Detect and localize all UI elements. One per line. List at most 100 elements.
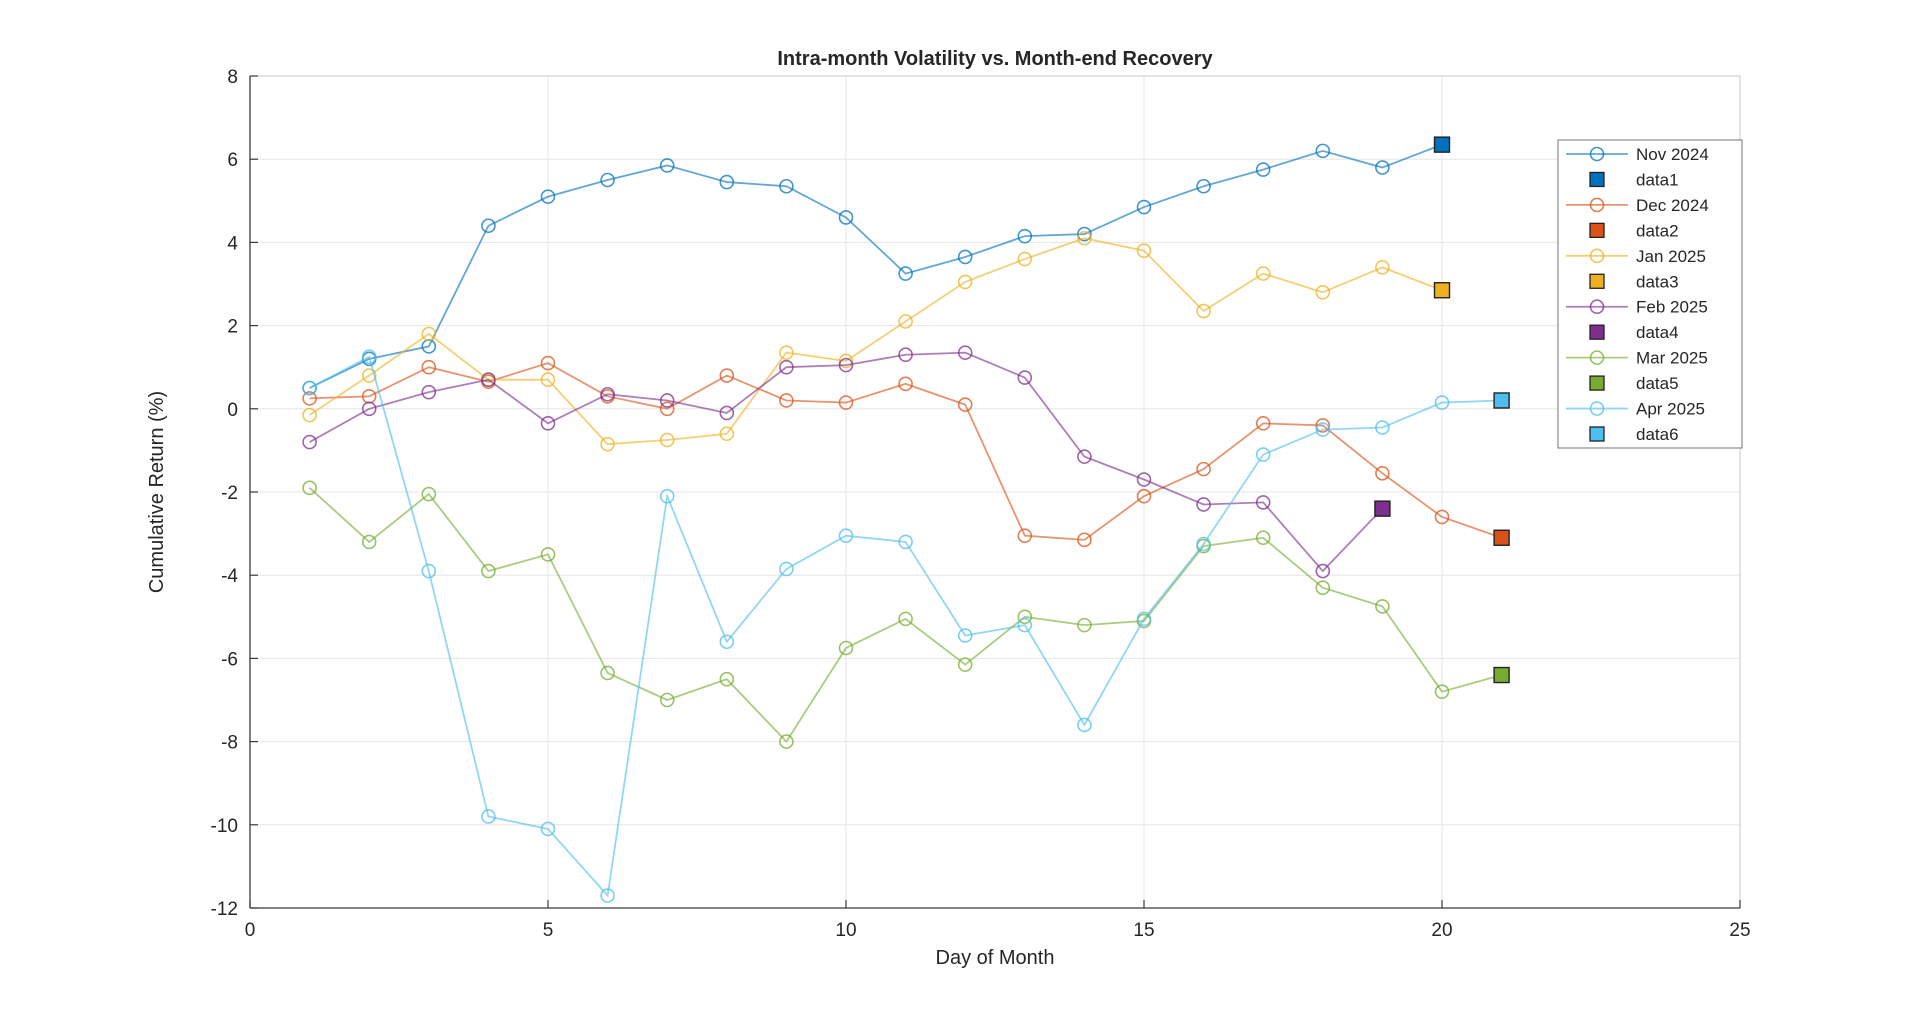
nov-2024-marker <box>1077 226 1092 242</box>
feb-2025-marker <box>838 357 854 373</box>
mar-2025-marker <box>1434 684 1450 699</box>
mar-2025-marker <box>719 671 735 687</box>
legend-label: data6 <box>1636 425 1679 444</box>
apr-2025-marker <box>1196 536 1211 552</box>
apr-2025-marker <box>719 634 735 650</box>
apr-2025-marker <box>1315 422 1331 437</box>
legend-item-apr-2025: Apr 2025 <box>1566 400 1705 419</box>
feb-2025-marker <box>779 359 794 375</box>
legend-circle-marker-icon <box>1589 146 1605 162</box>
jan-2025-marker <box>361 368 377 383</box>
feb-2025-marker <box>1255 495 1271 510</box>
apr-2025-marker <box>1434 395 1450 410</box>
apr-2025-marker <box>421 563 437 579</box>
legend-circle-marker-icon <box>1589 401 1605 416</box>
legend-circle-marker-icon <box>1589 197 1605 213</box>
legend-circle-marker-icon <box>1589 299 1605 315</box>
x-tick-label: 20 <box>1431 920 1452 941</box>
data4-square-marker <box>1374 500 1391 517</box>
mar-2025-marker <box>779 734 794 749</box>
y-tick-label: 0 <box>227 400 238 421</box>
legend-item-data6: data6 <box>1589 425 1679 444</box>
legend-label: Nov 2024 <box>1636 145 1709 164</box>
mar-2025-marker <box>838 640 854 656</box>
jan-2025-marker <box>302 407 317 423</box>
legend-square-marker-icon <box>1589 426 1605 442</box>
x-tick-label: 15 <box>1133 920 1154 941</box>
data1-square-marker <box>1433 136 1451 153</box>
jan-2025-line <box>309 237 1443 446</box>
jan-2025-marker <box>600 436 615 452</box>
y-tick-label: 4 <box>227 233 238 254</box>
feb-2025-marker <box>481 372 496 387</box>
feb-2025-marker <box>600 386 615 402</box>
feb-2025-line <box>309 351 1384 573</box>
dec-2024-marker <box>1375 465 1390 481</box>
legend-item-nov-2024: Nov 2024 <box>1566 145 1709 164</box>
legend-square-marker-icon <box>1589 324 1605 340</box>
nov-2024-marker <box>838 210 854 225</box>
legend-label: Dec 2024 <box>1636 196 1709 215</box>
dec-2024-marker <box>779 393 794 408</box>
jan-2025-marker <box>1136 243 1152 259</box>
apr-2025-marker <box>838 528 854 543</box>
axis-ticks: 0 5 10 15 20 25 -12 -10 -8 -6 -4 -2 0 2 4 6 8 <box>211 67 1751 941</box>
legend-label: data1 <box>1636 170 1679 189</box>
mar-2025-marker <box>421 486 437 502</box>
jan-2025-marker <box>1255 266 1271 281</box>
feb-2025-marker <box>1077 449 1092 464</box>
legend-square-marker-icon <box>1589 375 1605 391</box>
apr-2025-marker <box>540 821 556 837</box>
feb-2025-marker <box>1017 370 1033 385</box>
feb-2025-marker <box>1136 472 1152 487</box>
dec-2024-marker <box>957 397 973 412</box>
x-tick-label: 10 <box>835 920 856 941</box>
jan-2025-marker <box>1077 230 1092 246</box>
jan-2025-marker <box>540 372 556 387</box>
dec-2024-line <box>309 362 1502 541</box>
data5-square-marker <box>1493 666 1510 684</box>
x-tick-label: 0 <box>245 920 256 941</box>
data6-square-marker <box>1493 392 1510 409</box>
apr-2025-marker <box>1136 611 1152 627</box>
y-tick-label: -4 <box>221 566 238 587</box>
legend-label: Mar 2025 <box>1636 349 1708 368</box>
mar-2025-marker <box>659 692 675 708</box>
nov-2024-marker <box>1255 162 1271 177</box>
jan-2025-marker <box>898 314 913 329</box>
apr-2025-marker <box>659 488 675 504</box>
feb-2025-marker <box>540 416 556 431</box>
feb-2025-marker <box>1196 497 1211 512</box>
mar-2025-marker <box>361 534 377 550</box>
y-tick-label: -6 <box>221 649 238 670</box>
mar-2025-marker <box>481 563 496 579</box>
apr-2025-marker <box>1077 717 1092 733</box>
apr-2025-marker <box>302 380 317 396</box>
dec-2024-marker <box>1077 532 1092 548</box>
legend-item-data5: data5 <box>1589 374 1679 393</box>
feb-2025-marker <box>421 384 437 400</box>
legend-item-data4: data4 <box>1589 323 1679 342</box>
legend-label: data5 <box>1636 374 1679 393</box>
data2-square-marker <box>1493 529 1510 546</box>
y-tick-label: 2 <box>227 317 238 338</box>
dec-2024-marker <box>1196 461 1211 477</box>
nov-2024-marker <box>659 158 675 173</box>
feb-2025-marker <box>898 347 913 363</box>
apr-2025-marker <box>1255 447 1271 462</box>
data3-square-marker <box>1433 282 1451 299</box>
feb-2025-marker <box>302 434 317 450</box>
feb-2025-marker <box>361 401 377 417</box>
series-apr-2025 <box>302 349 1502 903</box>
x-axis-label: Day of Month <box>936 947 1055 969</box>
nov-2024-marker <box>600 172 615 188</box>
legend-label: Jan 2025 <box>1636 247 1706 266</box>
series-dec-2024 <box>302 355 1502 548</box>
mar-2025-marker <box>957 657 973 672</box>
apr-2025-marker <box>957 628 973 643</box>
jan-2025-marker <box>957 274 973 290</box>
chart-title: Intra-month Volatility vs. Month-end Rec… <box>777 48 1213 70</box>
apr-2025-line <box>309 355 1502 898</box>
